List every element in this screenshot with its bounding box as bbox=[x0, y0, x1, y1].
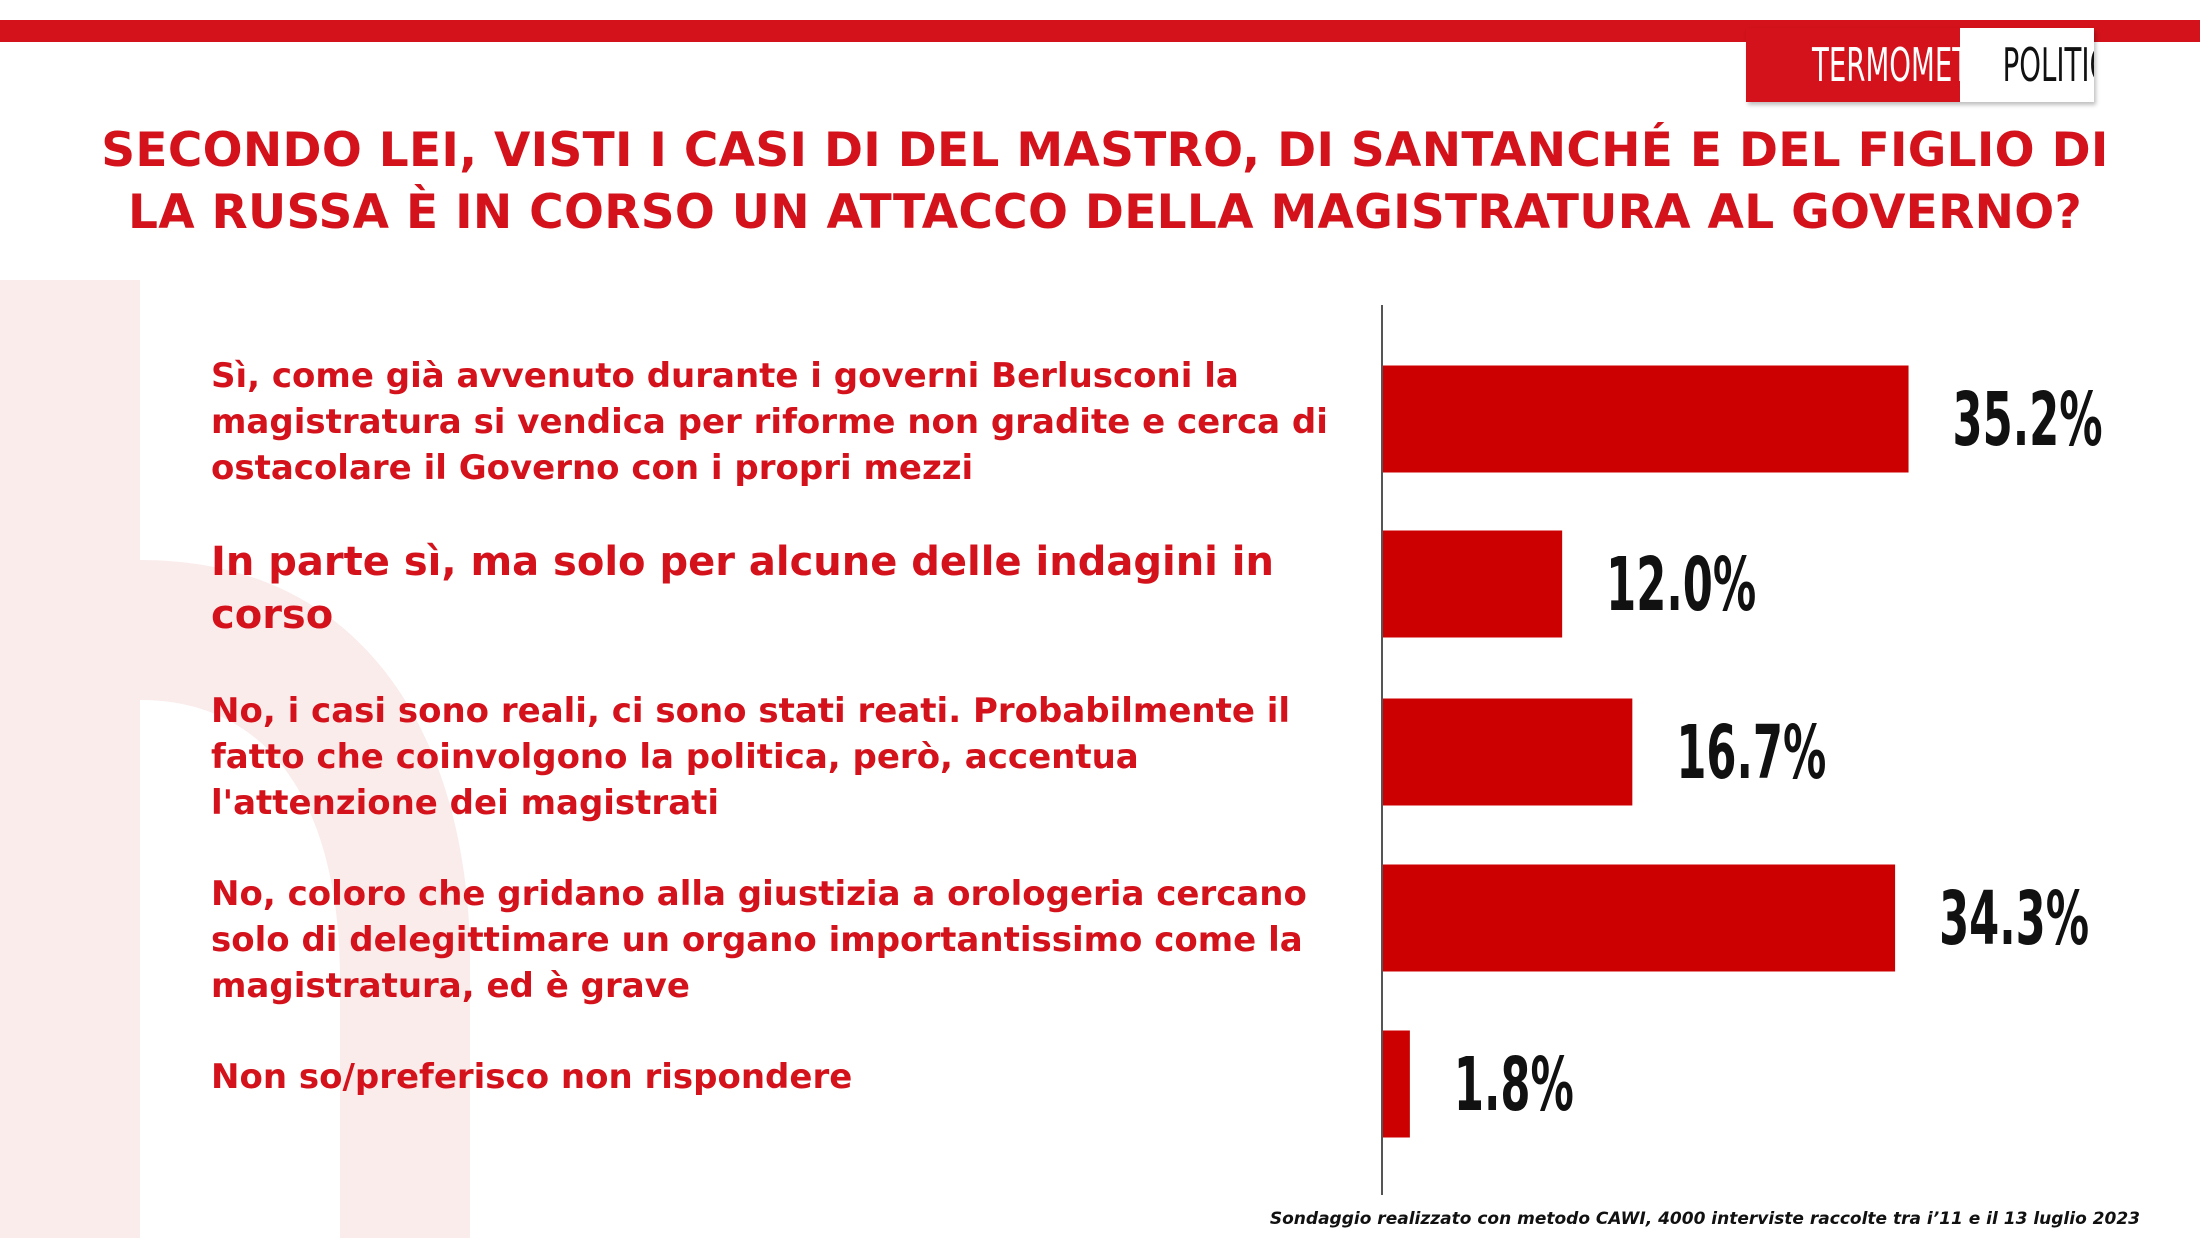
logo-white-block: POLITICO bbox=[1960, 28, 2094, 102]
survey-footnote: Sondaggio realizzato con metodo CAWI, 40… bbox=[1269, 1209, 2140, 1229]
value-label-2: 12.0% bbox=[1606, 542, 1756, 628]
value-label-5: 1.8% bbox=[1454, 1042, 1574, 1128]
category-label-4: No, coloro che gridano alla giustizia a … bbox=[211, 874, 1307, 1006]
bar-3 bbox=[1383, 698, 1633, 806]
bar-4 bbox=[1383, 864, 1896, 972]
category-label-2: In parte sì, ma solo per alcune delle in… bbox=[211, 539, 1274, 638]
value-label-3: 16.7% bbox=[1676, 710, 1826, 796]
termometro-politico-logo: TERMOMETRO POLITICO bbox=[1746, 28, 2094, 102]
logo-text-politico: POLITICO bbox=[2002, 38, 2094, 92]
category-label-3: No, i casi sono reali, ci sono stati rea… bbox=[211, 691, 1291, 823]
value-label-1: 35.2% bbox=[1953, 377, 2103, 463]
category-label-5: Non so/preferisco non rispondere bbox=[211, 1057, 853, 1097]
category-label-1: Sì, come già avvenuto durante i governi … bbox=[211, 356, 1328, 488]
chart-title: SECONDO LEI, VISTI I CASI DI DEL MASTRO,… bbox=[101, 123, 2109, 240]
bars-group bbox=[1383, 365, 1909, 1138]
value-labels-group: 35.2% 12.0% 16.7% 34.3% 1.8% bbox=[1454, 377, 2103, 1128]
bar-5 bbox=[1383, 1030, 1410, 1138]
value-label-4: 34.3% bbox=[1939, 876, 2089, 962]
bar-1 bbox=[1383, 365, 1909, 473]
bar-2 bbox=[1383, 530, 1563, 638]
top-accent-bar bbox=[0, 20, 2200, 42]
logo-red-block: TERMOMETRO bbox=[1746, 28, 1960, 102]
logo-text-termometro: TERMOMETRO bbox=[1812, 38, 1960, 92]
